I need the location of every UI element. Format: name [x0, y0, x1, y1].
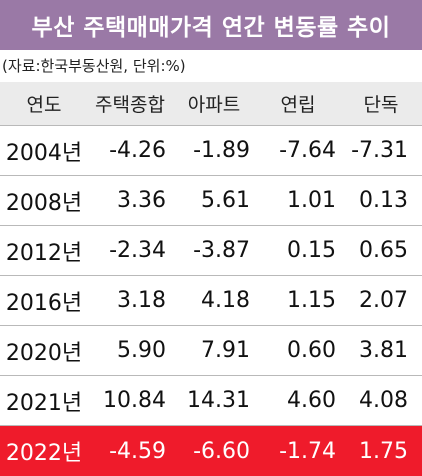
cell-apartment: 7.91	[201, 338, 250, 363]
table-row: 2020년 5.90 7.91 0.60 3.81	[0, 326, 422, 376]
cell-detached: 1.75	[359, 438, 408, 464]
cell-year: 2016년	[5, 290, 83, 316]
cell-row-house: 0.60	[287, 338, 336, 363]
table-row-highlighted: 2022년 -4.59 -6.60 -1.74 1.75	[0, 426, 422, 476]
cell-all-housing: 3.18	[117, 288, 166, 313]
cell-detached: 0.65	[359, 238, 408, 263]
cell-all-housing: -2.34	[109, 238, 166, 263]
data-table: 연도 주택종합 아파트 연립 단독 2004년 -4.26 -1.89 -7.6…	[0, 82, 422, 476]
cell-all-housing: 3.36	[117, 188, 166, 213]
cell-all-housing: 10.84	[103, 388, 166, 413]
cell-detached: 3.81	[359, 338, 408, 363]
cell-apartment: 14.31	[187, 388, 250, 413]
header-row-house: 연립	[280, 94, 316, 116]
cell-row-house: -1.74	[279, 438, 336, 464]
header-apartment: 아파트	[187, 94, 241, 116]
cell-apartment: 4.18	[201, 288, 250, 313]
cell-all-housing: -4.59	[109, 438, 166, 464]
table-row: 2021년 10.84 14.31 4.60 4.08	[0, 376, 422, 426]
chart-title: 부산 주택매매가격 연간 변동률 추이	[0, 0, 422, 50]
cell-all-housing: -4.26	[109, 138, 166, 163]
header-all-housing: 주택종합	[95, 94, 165, 116]
cell-detached: 4.08	[359, 388, 408, 413]
cell-year: 2012년	[5, 240, 83, 266]
cell-detached: 2.07	[359, 288, 408, 313]
cell-year: 2008년	[5, 190, 83, 216]
cell-row-house: -7.64	[279, 138, 336, 163]
cell-apartment: -6.60	[193, 438, 250, 464]
cell-row-house: 1.01	[287, 188, 336, 213]
source-note: (자료:한국부동산원, 단위:%)	[2, 57, 186, 75]
cell-detached: -7.31	[351, 138, 408, 163]
table-row: 2016년 3.18 4.18 1.15 2.07	[0, 276, 422, 326]
cell-apartment: -3.87	[193, 238, 250, 263]
table-row: 2012년 -2.34 -3.87 0.15 0.65	[0, 226, 422, 276]
header-year: 연도	[26, 94, 62, 116]
cell-year: 2022년	[5, 441, 83, 466]
cell-row-house: 4.60	[287, 388, 336, 413]
table-row: 2004년 -4.26 -1.89 -7.64 -7.31	[0, 126, 422, 176]
table-header-row: 연도 주택종합 아파트 연립 단독	[0, 82, 422, 126]
cell-year: 2020년	[5, 340, 83, 366]
cell-apartment: -1.89	[193, 138, 250, 163]
cell-all-housing: 5.90	[117, 338, 166, 363]
cell-year: 2021년	[5, 390, 83, 416]
cell-year: 2004년	[5, 140, 83, 166]
cell-row-house: 1.15	[287, 288, 336, 313]
header-detached: 단독	[363, 94, 399, 116]
cell-detached: 0.13	[359, 188, 408, 213]
cell-row-house: 0.15	[287, 238, 336, 263]
table-row: 2008년 3.36 5.61 1.01 0.13	[0, 176, 422, 226]
cell-apartment: 5.61	[201, 188, 250, 213]
